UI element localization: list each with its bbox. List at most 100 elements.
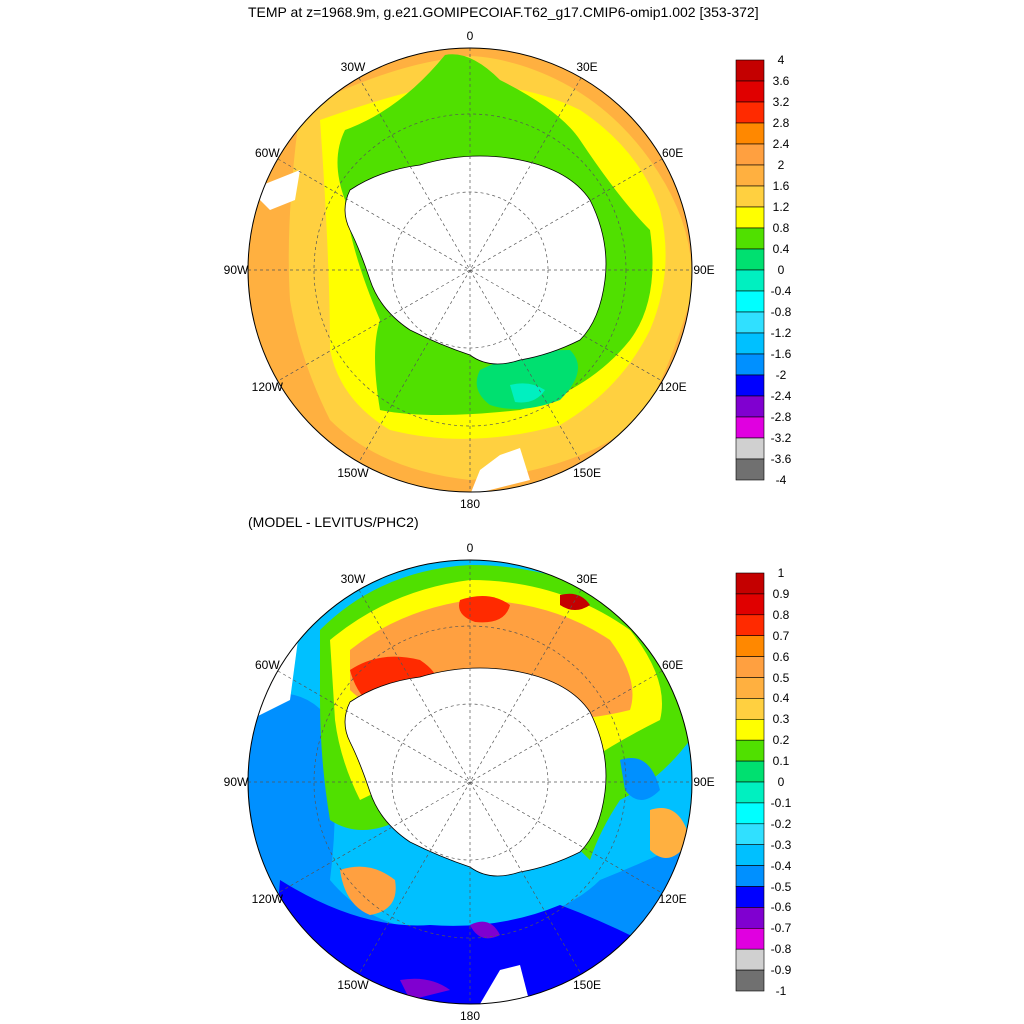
top-colorbar-swatch <box>735 269 765 292</box>
top-colorbar-swatch <box>735 332 765 355</box>
bottom-colorbar-swatch <box>735 656 765 678</box>
top-colorbar-label: 0 <box>777 263 785 277</box>
bottom-colorbar-swatch <box>735 969 765 992</box>
bottom-colorbar-label: 0.7 <box>772 628 790 643</box>
top-colorbar-label: -3.2 <box>770 431 792 445</box>
top-lon-label: 150E <box>572 465 602 480</box>
top-lon-label: 180 <box>459 497 481 511</box>
bottom-colorbar-label: -0.2 <box>770 816 792 831</box>
top-colorbar-label: -0.4 <box>770 284 792 298</box>
top-colorbar-swatch <box>735 143 765 166</box>
top-colorbar-swatch <box>735 248 765 271</box>
top-colorbar-swatch <box>735 290 765 313</box>
bottom-lon-label: 0 <box>466 541 474 555</box>
bottom-colorbar-swatch <box>735 907 765 929</box>
top-lon-label: 60W <box>255 146 280 160</box>
top-lon-label: 0 <box>466 29 474 43</box>
bottom-colorbar-swatch <box>735 635 765 657</box>
bottom-lon-label: 30E <box>576 572 598 587</box>
top-colorbar-label: 2.8 <box>772 116 790 130</box>
bottom-graticule <box>248 560 692 1004</box>
top-lon-label: 90W <box>223 263 249 277</box>
top-colorbar-swatch <box>735 101 765 124</box>
top-colorbar-swatch <box>735 311 765 334</box>
top-colorbar-swatch <box>735 122 765 145</box>
bottom-map-border <box>247 559 693 1005</box>
bottom-lon-label: 120E <box>658 892 687 906</box>
top-colorbar-label: 3.2 <box>772 95 790 109</box>
bottom-lon-label: 150W <box>337 977 369 992</box>
bottom-colorbar-label: 1 <box>777 566 785 580</box>
top-colorbar-label: -4 <box>775 473 787 487</box>
top-colorbar-swatch <box>735 227 765 250</box>
bottom-colorbar-swatch <box>735 593 765 616</box>
top-graticule <box>248 48 692 492</box>
top-colorbar-swatch <box>735 395 765 418</box>
top-colorbar-label: 4 <box>777 53 785 67</box>
top-colorbar-swatch <box>735 416 765 439</box>
top-colorbar-label: -1.2 <box>770 326 792 340</box>
bottom-colorbar-label: -0.1 <box>770 795 792 810</box>
bottom-colorbar-swatch <box>735 718 765 741</box>
bottom-lon-label: 30W <box>340 572 366 587</box>
bottom-colorbar-label: 0.6 <box>772 649 790 664</box>
top-colorbar-label: 2.4 <box>772 137 790 151</box>
bottom-colorbar-swatch <box>735 802 765 825</box>
top-lon-label: 150W <box>337 465 369 480</box>
bottom-colorbar-swatch <box>735 948 765 971</box>
bottom-colorbar-label: -1 <box>775 984 787 998</box>
top-colorbar-label: 3.6 <box>772 74 790 88</box>
bottom-colorbar-swatch <box>735 844 765 866</box>
bottom-lon-label: 180 <box>459 1009 481 1023</box>
map-title-bottom: (MODEL - LEVITUS/PHC2) <box>248 514 419 530</box>
map-title-top: TEMP at z=1968.9m, g.e21.GOMIPECOIAF.T62… <box>248 4 759 20</box>
bottom-colorbar-label: -0.6 <box>770 900 792 915</box>
bottom-lon-label: 60W <box>255 658 280 672</box>
top-lon-label: 120W <box>251 380 284 394</box>
bottom-lon-label: 90W <box>223 775 249 789</box>
bottom-colorbar-label: 0.2 <box>772 733 790 748</box>
bottom-lon-label: 120W <box>251 892 284 906</box>
bottom-colorbar-label: -0.7 <box>770 921 792 936</box>
bottom-lon-label: 90E <box>693 775 715 789</box>
top-colorbar-label: 2 <box>777 158 785 172</box>
bottom-colorbar-label: 0.9 <box>772 586 790 601</box>
top-lon-label: 60E <box>661 146 684 160</box>
top-colorbar-swatch <box>735 80 765 103</box>
top-colorbar-label: 0.4 <box>772 242 790 256</box>
top-colorbar-swatch <box>735 185 765 208</box>
top-colorbar-swatch <box>735 164 765 187</box>
top-lon-label: 30W <box>340 60 366 75</box>
top-colorbar-label: -2.4 <box>770 389 792 403</box>
bottom-colorbar-swatch <box>735 886 765 908</box>
top-colorbar-label: 1.2 <box>772 200 790 214</box>
bottom-colorbar-label: -0.3 <box>770 837 792 852</box>
bottom-colorbar-swatch <box>735 739 765 762</box>
bottom-colorbar-swatch <box>735 677 765 699</box>
top-colorbar-label: -2.8 <box>770 410 792 424</box>
bottom-colorbar-label: 0 <box>777 775 785 789</box>
top-lon-label: 120E <box>658 380 687 394</box>
bottom-colorbar-swatch <box>735 927 765 950</box>
top-colorbar-swatch <box>735 206 765 229</box>
bottom-colorbar-swatch <box>735 614 765 636</box>
bottom-lon-label: 60E <box>661 658 684 672</box>
top-colorbar-label: -0.8 <box>770 305 792 319</box>
bottom-lon-label: 150E <box>572 977 602 992</box>
bottom-colorbar-swatch <box>735 760 765 783</box>
bottom-colorbar-swatch <box>735 572 765 595</box>
bottom-colorbar-swatch <box>735 781 765 804</box>
bottom-colorbar-label: -0.5 <box>770 879 792 894</box>
top-colorbar-label: -3.6 <box>770 452 792 466</box>
top-colorbar-swatch <box>735 374 765 397</box>
top-colorbar-label: 0.8 <box>772 221 790 235</box>
bottom-colorbar-label: 0.5 <box>772 670 790 685</box>
bottom-colorbar-swatch <box>735 698 765 720</box>
top-colorbar-label: 1.6 <box>772 179 790 193</box>
top-colorbar-label: -2 <box>775 368 787 382</box>
bottom-colorbar-swatch <box>735 823 765 845</box>
top-colorbar-label: -1.6 <box>770 347 792 361</box>
top-colorbar-swatch <box>735 59 765 82</box>
